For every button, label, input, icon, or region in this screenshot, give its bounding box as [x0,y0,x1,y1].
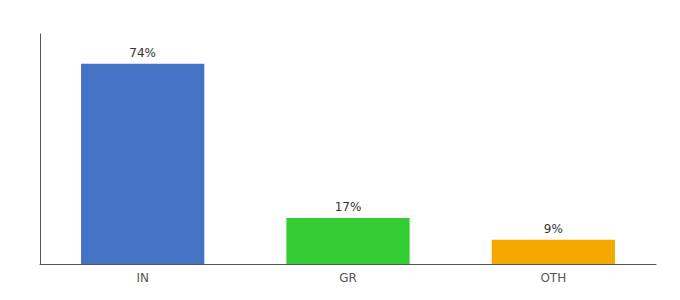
svg-text:74%: 74% [129,46,156,60]
svg-text:OTH: OTH [540,271,566,285]
svg-text:IN: IN [136,271,149,285]
svg-text:17%: 17% [335,200,362,214]
svg-text:9%: 9% [544,222,563,236]
svg-text:GR: GR [339,271,357,285]
